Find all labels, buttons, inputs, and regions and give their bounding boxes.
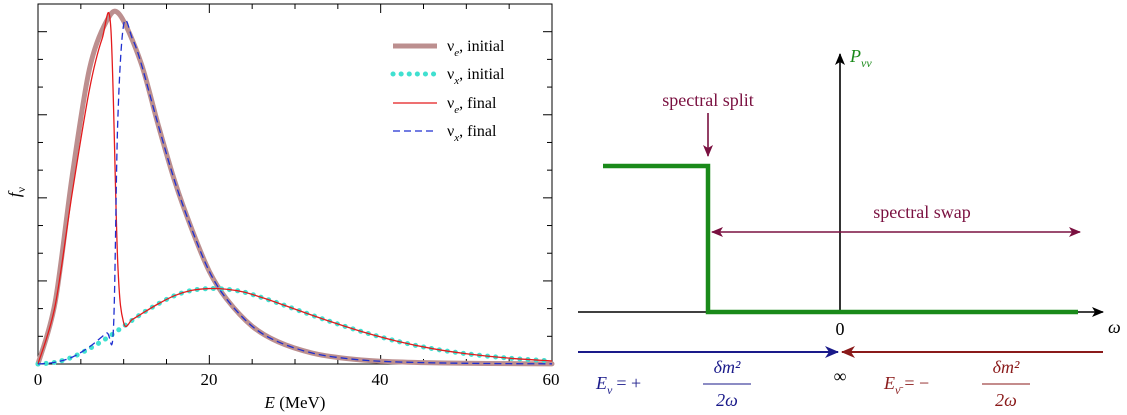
spectrum-plot: 0 20 40 60 E (MeV) fν νe, initial νx, in… [5, 3, 560, 412]
spectral-swap-label: spectral swap [873, 202, 970, 222]
spectral-split-label: spectral split [662, 90, 753, 110]
x-axis-label: E (MeV) [264, 393, 326, 412]
zero-label: 0 [836, 319, 845, 339]
series-nue-final [37, 11, 553, 365]
x-tick-0: 0 [34, 370, 43, 389]
axis-ticks [37, 4, 553, 364]
series-nux-initial [35, 286, 555, 367]
enubar-frac-num: δm² [993, 357, 1020, 377]
series-layer [35, 8, 555, 367]
legend-item-nue-final: νe, final [393, 95, 497, 116]
omega-label: ω [1108, 317, 1121, 337]
enu-frac-num: δm² [714, 357, 741, 377]
antineutrino-energy-formula: Eν̄ = − δm² 2ω [883, 357, 1030, 410]
enubar-lhs: Eν̄ = − [883, 373, 929, 397]
p-axis-label: Pνν [849, 46, 872, 70]
survival-probability-step [603, 163, 1078, 315]
legend-label-nux-final: νx, final [447, 123, 497, 144]
y-axis-label: fν [5, 186, 28, 197]
legend-item-nue-initial: νe, initial [393, 38, 505, 59]
legend-label-nue-initial: νe, initial [447, 38, 505, 59]
enu-lhs: Eν = + [595, 373, 641, 397]
enubar-frac-den: 2ω [995, 390, 1017, 410]
x-tick-60: 60 [543, 370, 560, 389]
legend-label-nux-initial: νx, initial [447, 66, 505, 87]
infinity-label: ∞ [834, 366, 847, 386]
swap-schematic: Pνν ω 0 spectral split spectral swap ∞ E… [578, 46, 1121, 410]
x-tick-20: 20 [201, 370, 218, 389]
legend-label-nue-final: νe, final [447, 95, 497, 116]
legend-item-nux-initial: νx, initial [390, 66, 505, 87]
x-tick-40: 40 [372, 370, 389, 389]
neutrino-energy-formula: Eν = + δm² 2ω [595, 357, 751, 410]
enu-frac-den: 2ω [716, 390, 738, 410]
legend-item-nux-final: νx, final [393, 123, 497, 144]
legend: νe, initial νx, initial νe, final νx, fi… [390, 38, 505, 144]
series-nux-final [37, 19, 553, 365]
